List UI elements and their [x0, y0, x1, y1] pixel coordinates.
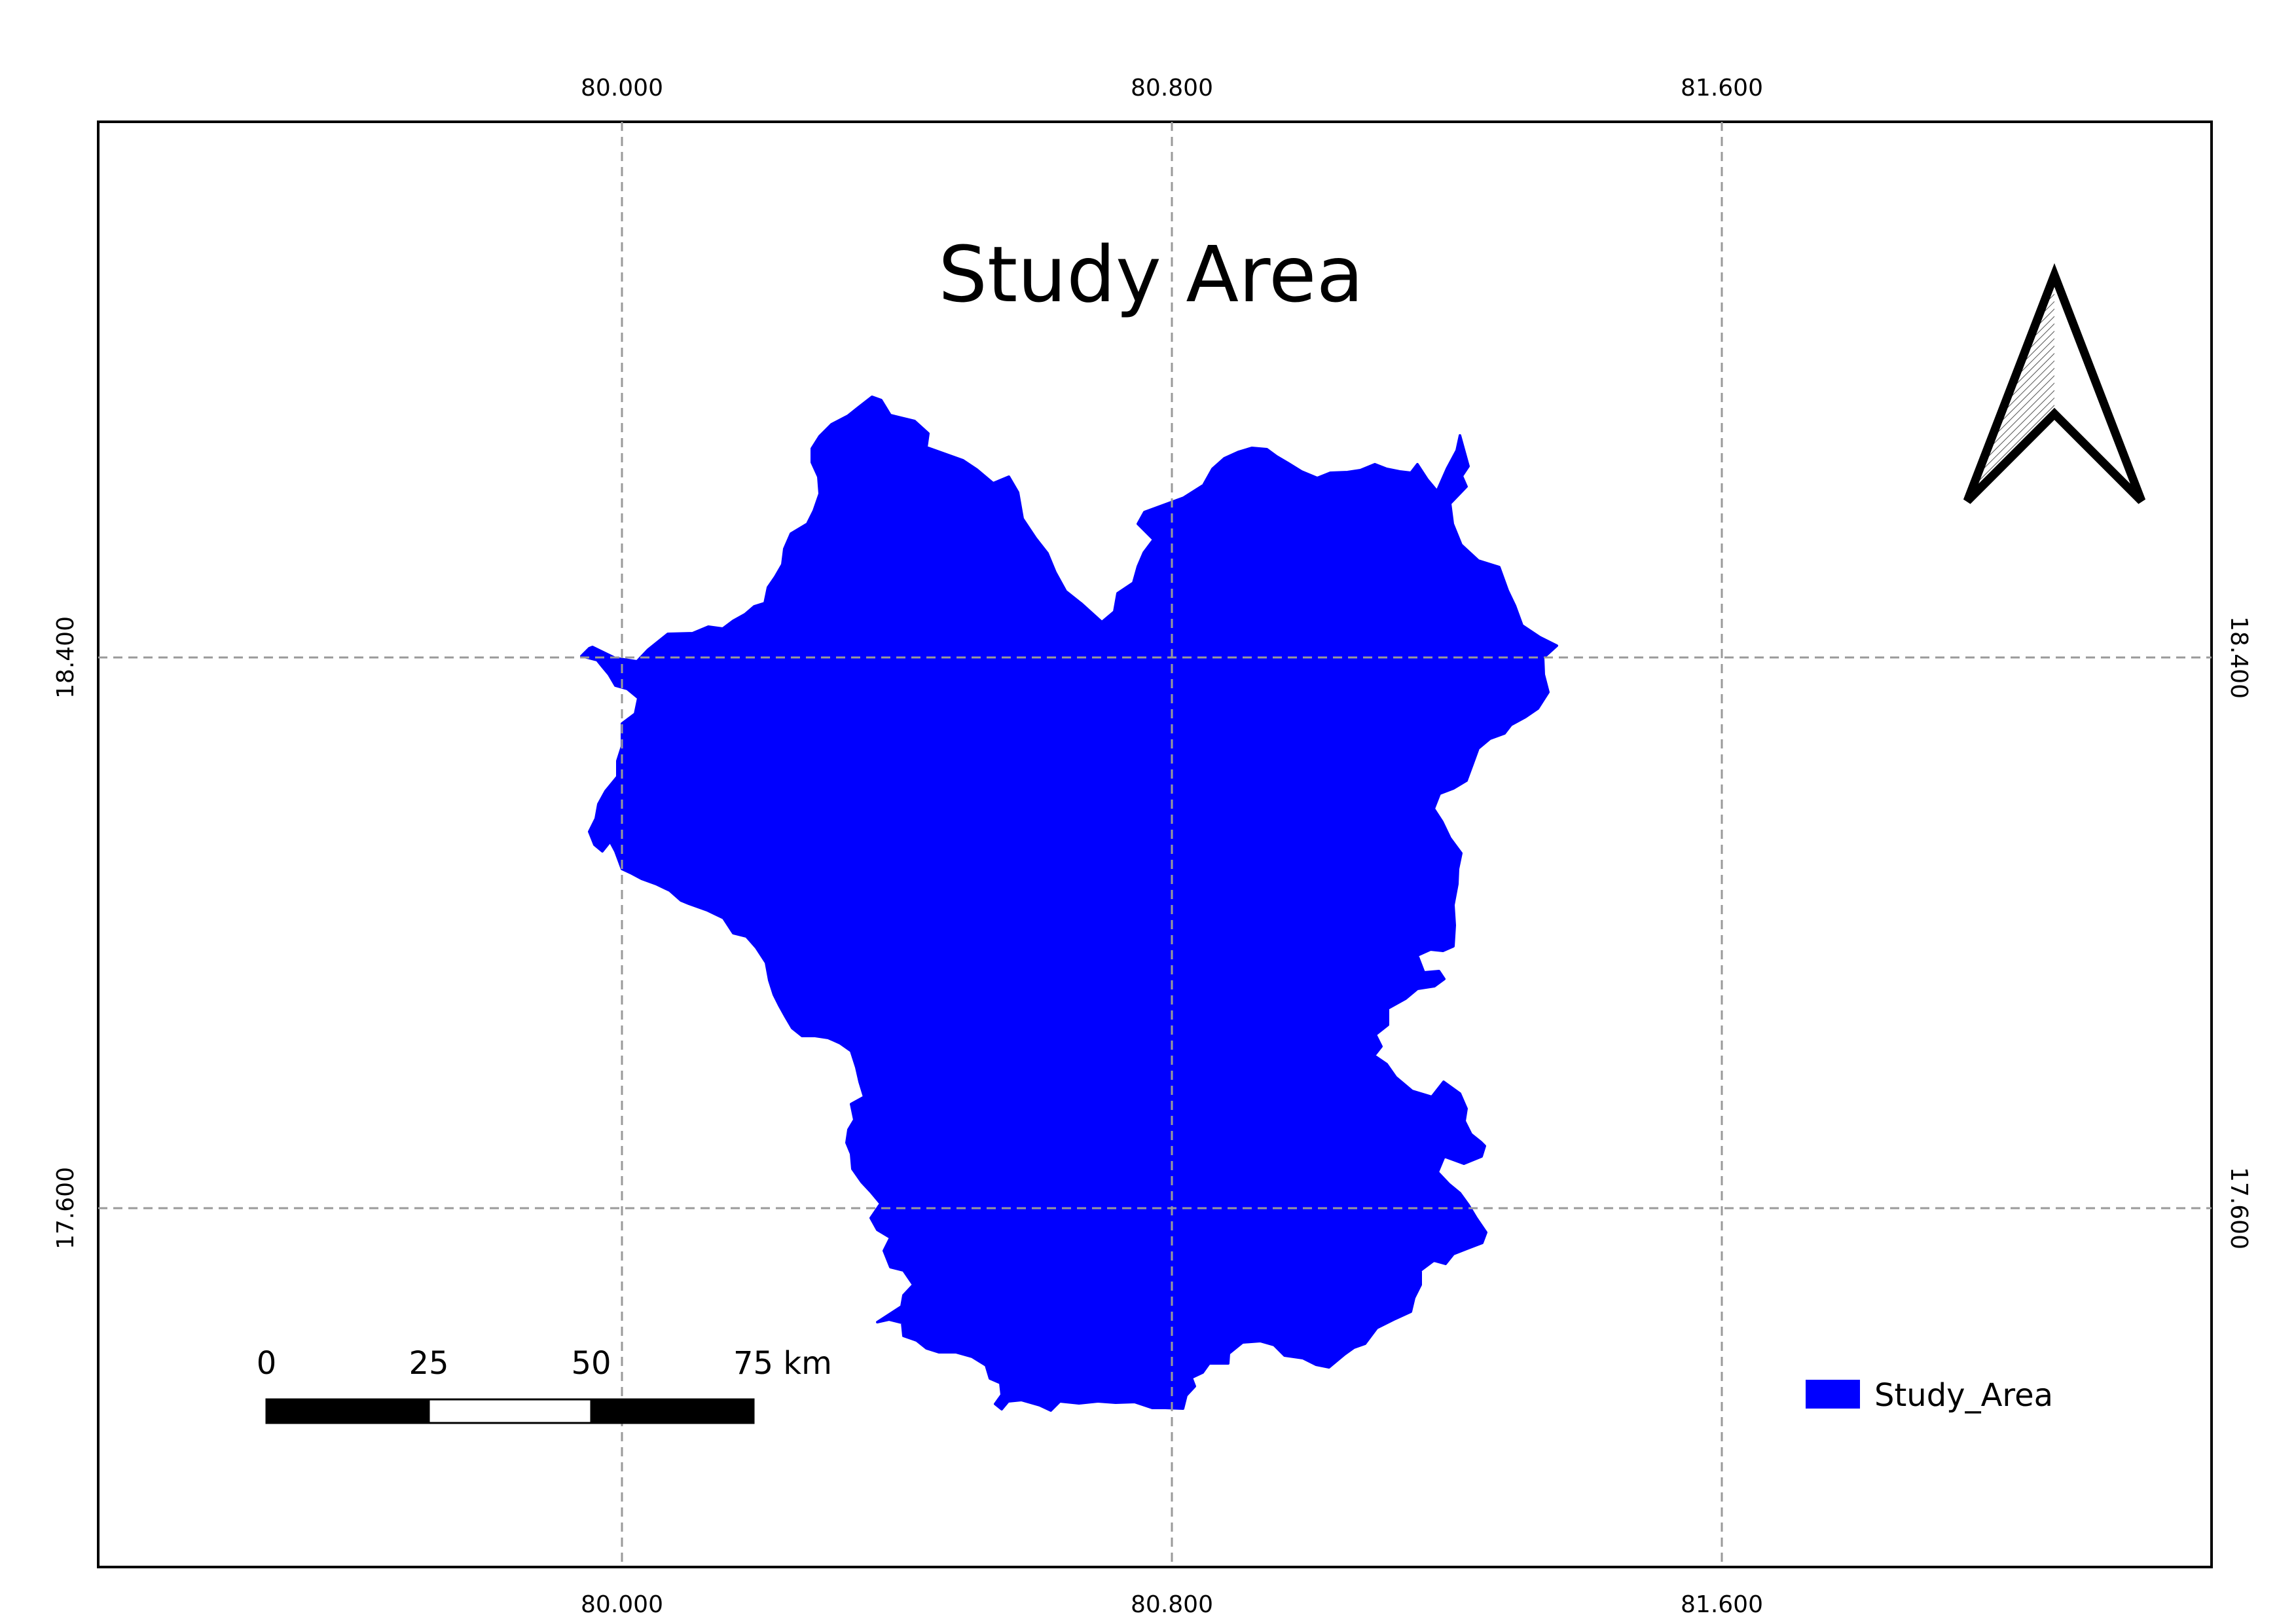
- lat-label-left-17-600: 17.600: [52, 1167, 79, 1249]
- lat-label-right-17-600: 17.600: [2225, 1167, 2252, 1249]
- lon-label-top-81-600: 81.600: [1681, 75, 1763, 101]
- lat-label-left-18-400: 18.400: [52, 616, 79, 699]
- right-latitude-labels: 18.400 17.600: [2225, 616, 2252, 1249]
- scale-label-50: 50: [571, 1345, 611, 1382]
- legend-label: Study_Area: [1874, 1377, 2053, 1414]
- lon-label-bottom-80-800: 80.800: [1131, 1591, 1213, 1618]
- legend: Study_Area: [1806, 1377, 2053, 1414]
- map-title: Study Area: [938, 229, 1364, 320]
- left-latitude-labels: 18.400 17.600: [52, 616, 79, 1249]
- lon-label-bottom-81-600: 81.600: [1681, 1591, 1763, 1618]
- scale-label-75-km: 75 km: [733, 1345, 832, 1382]
- scale-label-25: 25: [409, 1345, 448, 1382]
- lat-label-right-18-400: 18.400: [2225, 616, 2252, 699]
- scale-bar: 0 25 50 75 km: [257, 1345, 832, 1424]
- lon-label-top-80-000: 80.000: [581, 75, 663, 101]
- top-longitude-labels: 80.000 80.800 81.600: [581, 75, 1763, 101]
- lon-label-bottom-80-000: 80.000: [581, 1591, 663, 1618]
- graticule: [98, 122, 2212, 1567]
- bottom-longitude-labels: 80.000 80.800 81.600: [581, 1591, 1763, 1618]
- study-area-polygon: [580, 396, 1558, 1412]
- legend-swatch: [1806, 1380, 1860, 1409]
- scale-label-0: 0: [257, 1345, 277, 1382]
- lon-label-top-80-800: 80.800: [1131, 75, 1213, 101]
- north-arrow-icon: [1963, 263, 2146, 504]
